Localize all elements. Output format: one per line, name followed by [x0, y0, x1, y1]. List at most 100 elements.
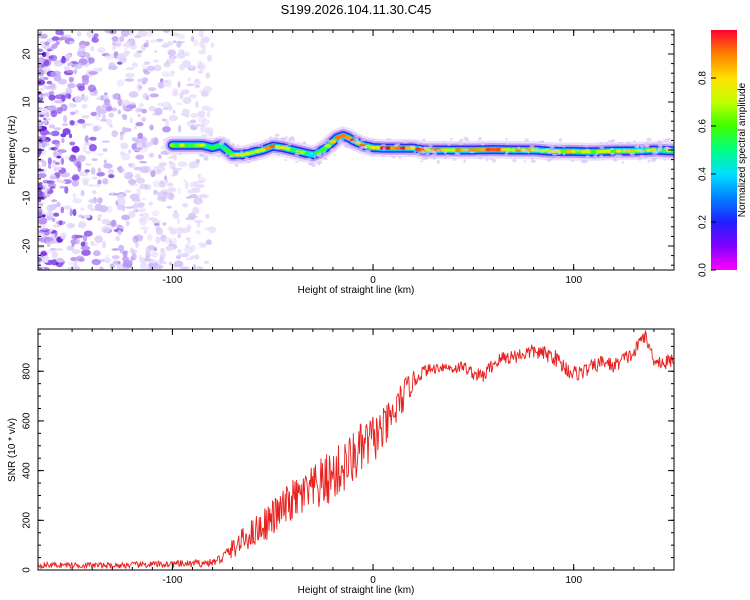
noise-speckle	[93, 33, 99, 38]
noise-speckle	[165, 74, 176, 77]
noise-speckle	[84, 123, 94, 126]
ridge-halo-speckle	[244, 157, 249, 161]
ridge-halo-speckle	[478, 137, 482, 141]
ridge-core	[244, 151, 251, 156]
noise-speckle	[203, 157, 209, 161]
ridge-core	[179, 143, 186, 147]
ridge-core	[214, 144, 221, 148]
noise-speckle	[203, 38, 209, 44]
noise-speckle	[167, 40, 174, 46]
noise-speckle	[67, 62, 74, 66]
noise-speckle	[141, 63, 146, 70]
noise-speckle	[69, 141, 76, 146]
noise-speckle	[128, 211, 136, 219]
noise-speckle	[81, 249, 91, 256]
ridge-halo-speckle	[541, 140, 544, 143]
ridge-core	[254, 149, 261, 153]
noise-speckle	[75, 255, 84, 262]
ridge-halo-speckle	[558, 138, 563, 142]
ridge-halo-speckle	[382, 147, 386, 151]
noise-speckle	[210, 42, 215, 49]
ridge-core	[374, 146, 382, 150]
ridge-halo-speckle	[276, 152, 280, 155]
noise-speckle	[180, 112, 186, 116]
noise-speckle	[108, 174, 115, 179]
noise-speckle	[68, 40, 75, 45]
ridge-halo-speckle	[244, 146, 250, 150]
noise-speckle	[105, 254, 110, 261]
ridge-halo-speckle	[360, 139, 366, 142]
noise-speckle	[122, 114, 128, 121]
noise-speckle	[151, 219, 161, 224]
noise-speckle	[102, 240, 106, 249]
ridge-halo-speckle	[211, 151, 218, 154]
noise-speckle	[193, 219, 203, 223]
noise-speckle	[163, 42, 168, 47]
noise-speckle	[122, 42, 132, 48]
noise-speckle	[56, 201, 61, 208]
noise-speckle	[38, 34, 47, 39]
noise-speckle	[208, 131, 213, 137]
noise-speckle	[125, 220, 130, 226]
ridge-halo-speckle	[527, 151, 530, 154]
noise-speckle	[165, 245, 174, 251]
ridge-core	[505, 148, 512, 152]
noise-speckle	[189, 244, 196, 252]
snr-x-axis-label: Height of straight line (km)	[298, 585, 415, 596]
noise-speckle	[96, 171, 105, 177]
ridge-halo-speckle	[280, 138, 286, 141]
noise-speckle	[72, 192, 77, 199]
ridge-halo-speckle	[585, 155, 590, 159]
ridge-core	[279, 145, 286, 150]
figure-title: S199.2026.104.11.30.C45	[281, 2, 432, 17]
noise-speckle	[124, 72, 135, 79]
ridge-halo-speckle	[382, 153, 385, 158]
ridge-halo-speckle	[313, 155, 316, 159]
noise-speckle	[190, 112, 199, 119]
ridge-halo-speckle	[394, 143, 399, 147]
noise-speckle	[88, 198, 99, 204]
ridge-halo-speckle	[506, 142, 509, 146]
noise-speckle	[80, 246, 91, 251]
ridge-halo-speckle	[599, 154, 604, 159]
noise-speckle	[135, 154, 145, 160]
noise-speckle	[106, 105, 113, 112]
noise-speckle	[44, 112, 50, 118]
ridge-halo-speckle	[227, 155, 234, 158]
ridge-core	[204, 144, 211, 149]
ridge-halo-speckle	[310, 152, 313, 155]
noise-speckle	[76, 238, 80, 245]
ridge-halo-speckle	[299, 159, 303, 162]
noise-speckle	[201, 124, 206, 127]
noise-speckle	[48, 94, 56, 101]
colorbar-tick-label: 0.4	[698, 167, 709, 181]
noise-speckle	[65, 87, 73, 95]
noise-speckle	[141, 142, 147, 148]
noise-speckle	[38, 125, 42, 130]
noise-speckle	[145, 247, 149, 254]
ridge-halo-speckle	[240, 150, 243, 155]
noise-speckle	[50, 110, 58, 118]
noise-speckle	[50, 233, 55, 238]
noise-speckle	[77, 155, 86, 162]
ridge-halo-speckle	[595, 152, 598, 156]
ridge-halo-speckle	[254, 143, 258, 147]
ridge-halo-speckle	[417, 151, 422, 154]
ridge-core	[590, 150, 597, 154]
ridge-halo-speckle	[562, 146, 566, 148]
noise-speckle	[68, 76, 74, 83]
ridge-core	[450, 148, 457, 152]
ridge-halo-speckle	[637, 156, 642, 161]
ridge-halo-speckle	[450, 137, 453, 141]
ridge-core	[510, 148, 517, 152]
noise-speckle	[117, 109, 122, 115]
ridge-core	[470, 148, 477, 152]
spectrogram-xtick-label: -100	[162, 275, 182, 286]
noise-speckle	[119, 133, 124, 141]
noise-speckle-group	[38, 30, 217, 270]
ridge-core	[399, 146, 407, 150]
noise-speckle	[141, 197, 147, 201]
ridge-halo-speckle	[655, 155, 659, 158]
noise-speckle	[43, 45, 52, 51]
noise-speckle	[44, 188, 48, 197]
